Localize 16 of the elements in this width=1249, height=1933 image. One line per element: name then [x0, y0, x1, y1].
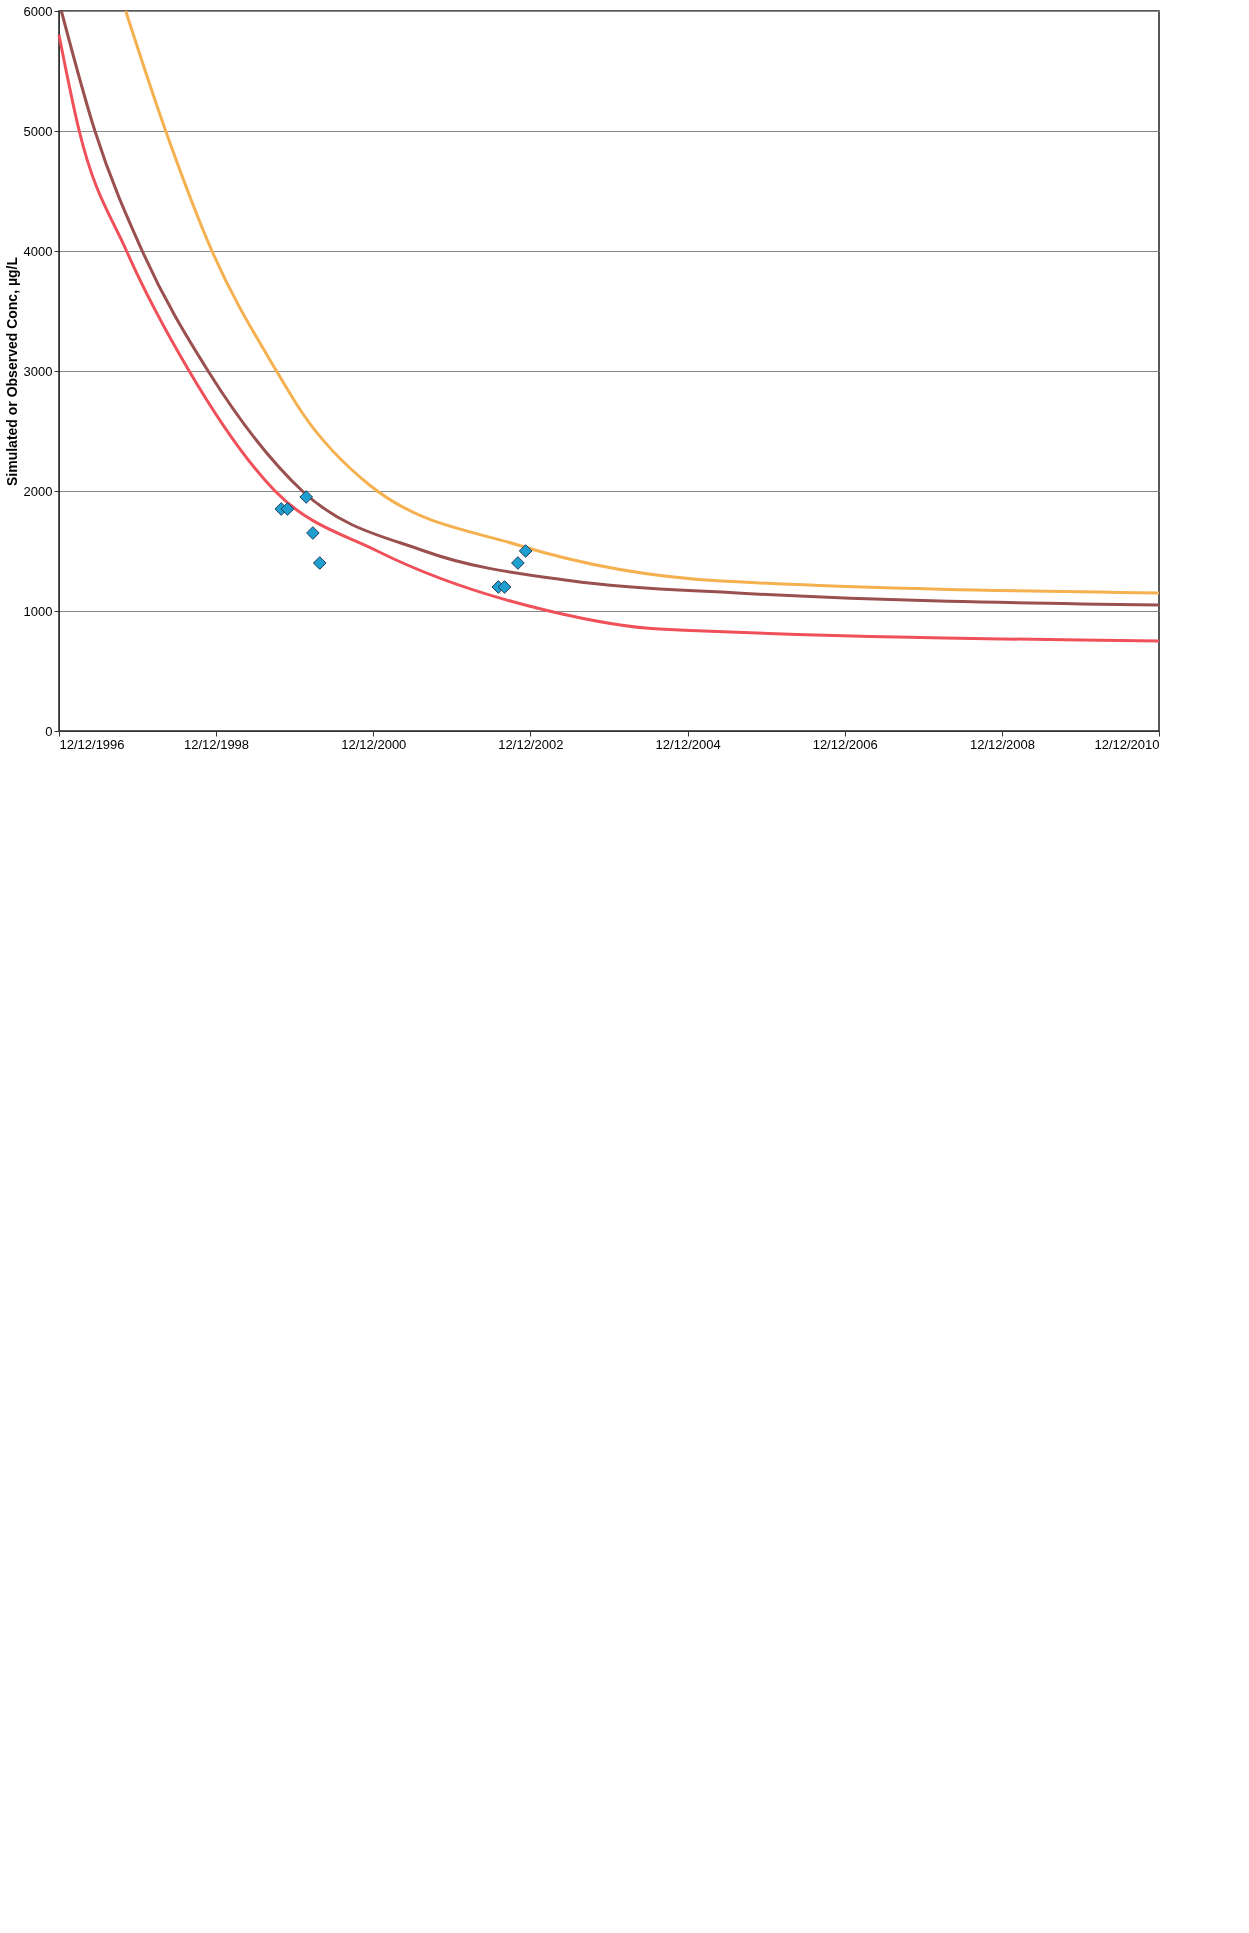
y-tick-label: 3000	[23, 363, 53, 379]
x-tick-label: 12/12/2008	[969, 736, 1035, 752]
y-tick-label: 5000	[23, 123, 53, 139]
y-tick-label: 6000	[23, 3, 53, 19]
x-tick-label: 12/12/1998	[184, 736, 250, 752]
y-tick-label: 0	[45, 723, 53, 739]
y-tick-label: 4000	[23, 243, 53, 259]
y-tick-label: 1000	[23, 603, 53, 619]
x-tick-label: 12/12/2000	[341, 736, 407, 752]
x-tick-label: 12/12/2002	[498, 736, 564, 752]
x-tick-label: 12/12/1996	[59, 736, 125, 752]
y-tick-label: 2000	[23, 483, 53, 499]
y-axis-title: Simulated or Observed Conc, µg/L	[3, 256, 20, 486]
x-tick-label: 12/12/2004	[655, 736, 721, 752]
x-tick-label: 12/12/2006	[812, 736, 878, 752]
x-tick-label: 12/12/2010	[1094, 736, 1160, 752]
